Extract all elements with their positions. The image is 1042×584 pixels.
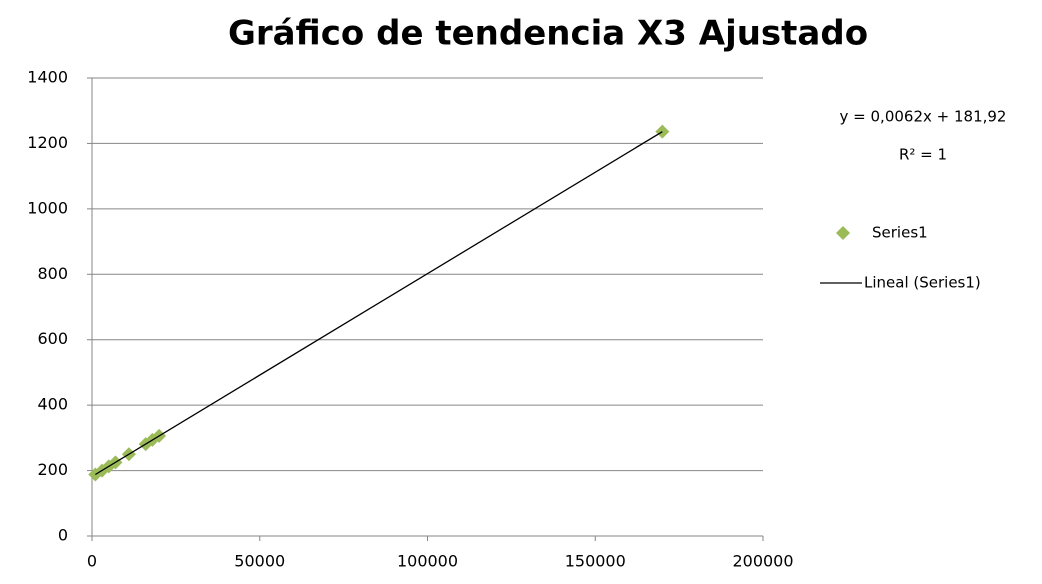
r-squared: R² = 1 [899, 146, 947, 164]
x-tick-label: 150000 [565, 552, 626, 571]
y-tick-label: 1200 [27, 133, 68, 152]
legend-label: Series1 [872, 224, 928, 242]
x-tick-label: 50000 [234, 552, 285, 571]
legend-marker [836, 226, 850, 240]
x-tick-label: 100000 [397, 552, 458, 571]
x-tick-label: 0 [87, 552, 97, 571]
y-tick-label: 400 [37, 395, 68, 414]
legend-label: Lineal (Series1) [864, 274, 981, 292]
chart-title: Gráfico de tendencia X3 Ajustado [228, 14, 868, 54]
x-tick-label: 200000 [732, 552, 793, 571]
y-tick-label: 800 [37, 264, 68, 283]
trend-equation: y = 0,0062x + 181,92 [840, 108, 1007, 126]
y-tick-label: 600 [37, 329, 68, 348]
trend-line [95, 131, 663, 476]
y-tick-label: 1400 [27, 68, 68, 87]
y-tick-label: 200 [37, 460, 68, 479]
y-tick-label: 1000 [27, 198, 68, 217]
y-tick-label: 0 [58, 526, 68, 545]
